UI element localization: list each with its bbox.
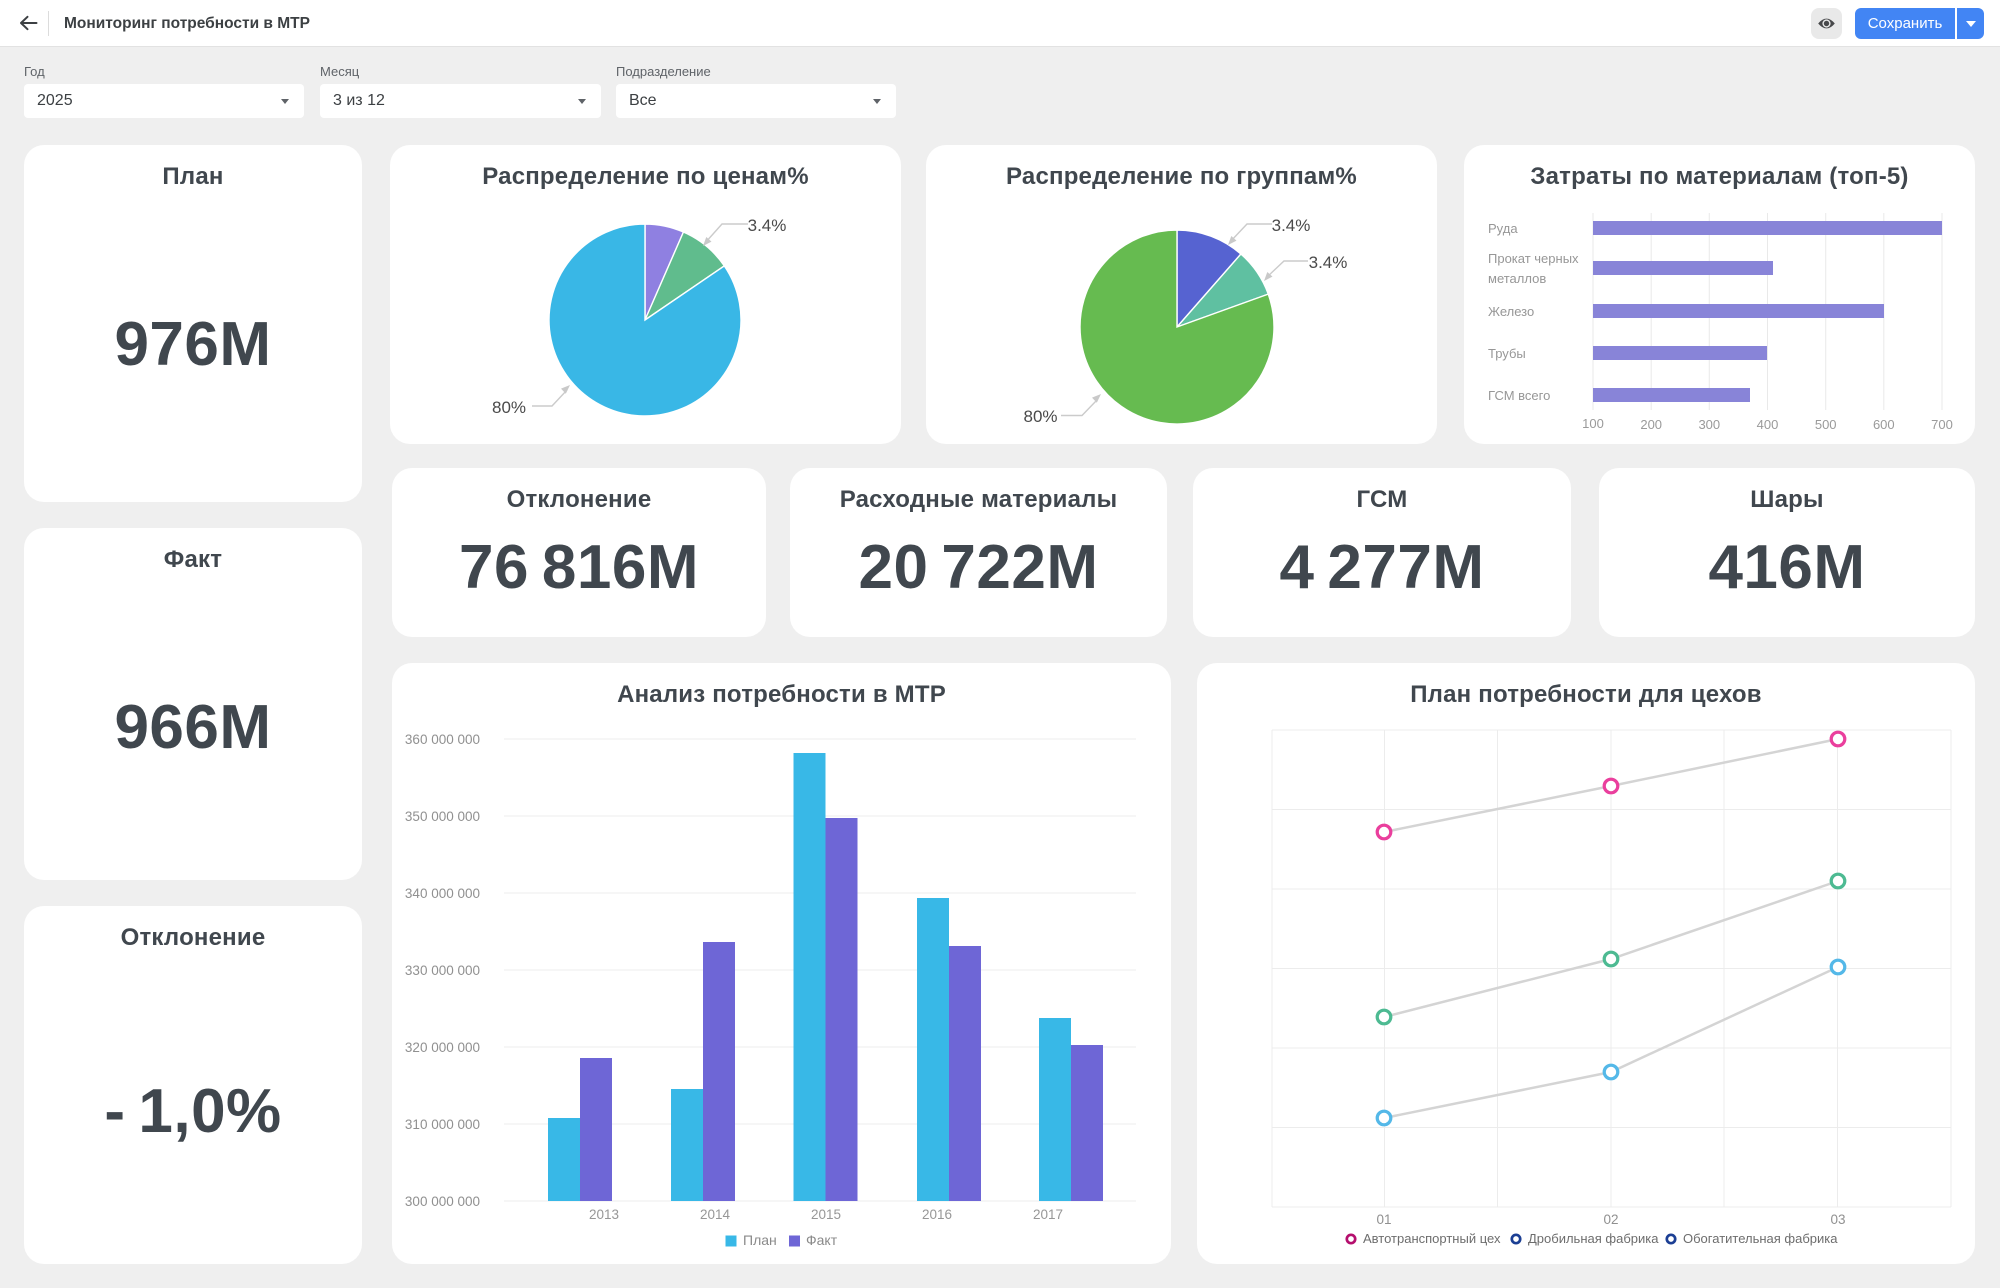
svg-text:100: 100 bbox=[1582, 416, 1604, 431]
svg-text:Прокат черных: Прокат черных bbox=[1488, 251, 1579, 266]
svg-text:500: 500 bbox=[1815, 417, 1837, 432]
svg-text:2015: 2015 bbox=[811, 1207, 841, 1222]
svg-text:400: 400 bbox=[1757, 417, 1779, 432]
svg-text:340 000 000: 340 000 000 bbox=[405, 886, 480, 901]
svg-text:320 000 000: 320 000 000 bbox=[405, 1040, 480, 1055]
svg-text:3.4%: 3.4% bbox=[748, 216, 787, 235]
svg-text:200: 200 bbox=[1640, 417, 1662, 432]
svg-text:3.4%: 3.4% bbox=[1272, 216, 1311, 235]
svg-text:2014: 2014 bbox=[700, 1207, 731, 1222]
svg-text:Железо: Железо bbox=[1488, 304, 1534, 319]
svg-text:2016: 2016 bbox=[922, 1207, 952, 1222]
svg-text:Руда: Руда bbox=[1488, 221, 1518, 236]
svg-text:350 000 000: 350 000 000 bbox=[405, 809, 480, 824]
svg-text:Автотранспортный цех: Автотранспортный цех bbox=[1363, 1231, 1501, 1246]
svg-text:80%: 80% bbox=[492, 398, 526, 417]
svg-text:330 000 000: 330 000 000 bbox=[405, 963, 480, 978]
svg-text:80%: 80% bbox=[1023, 407, 1057, 426]
svg-text:Обогатительная фабрика: Обогатительная фабрика bbox=[1683, 1231, 1838, 1246]
svg-text:310 000 000: 310 000 000 bbox=[405, 1117, 480, 1132]
svg-text:02: 02 bbox=[1603, 1212, 1618, 1227]
svg-text:700: 700 bbox=[1931, 417, 1953, 432]
svg-text:Факт: Факт bbox=[806, 1232, 838, 1248]
svg-text:01: 01 bbox=[1376, 1212, 1391, 1227]
svg-text:600: 600 bbox=[1873, 417, 1895, 432]
svg-text:ГСМ всего: ГСМ всего bbox=[1488, 388, 1550, 403]
svg-text:Дробильная фабрика: Дробильная фабрика bbox=[1528, 1231, 1659, 1246]
svg-text:металлов: металлов bbox=[1488, 271, 1546, 286]
svg-text:2017: 2017 bbox=[1033, 1207, 1063, 1222]
svg-text:Трубы: Трубы bbox=[1488, 346, 1526, 361]
svg-text:360 000 000: 360 000 000 bbox=[405, 732, 480, 747]
svg-text:2013: 2013 bbox=[589, 1207, 619, 1222]
svg-text:План: План bbox=[743, 1232, 777, 1248]
svg-text:300 000 000: 300 000 000 bbox=[405, 1194, 480, 1209]
svg-text:300: 300 bbox=[1698, 417, 1720, 432]
svg-text:03: 03 bbox=[1830, 1212, 1845, 1227]
svg-text:3.4%: 3.4% bbox=[1309, 253, 1348, 272]
